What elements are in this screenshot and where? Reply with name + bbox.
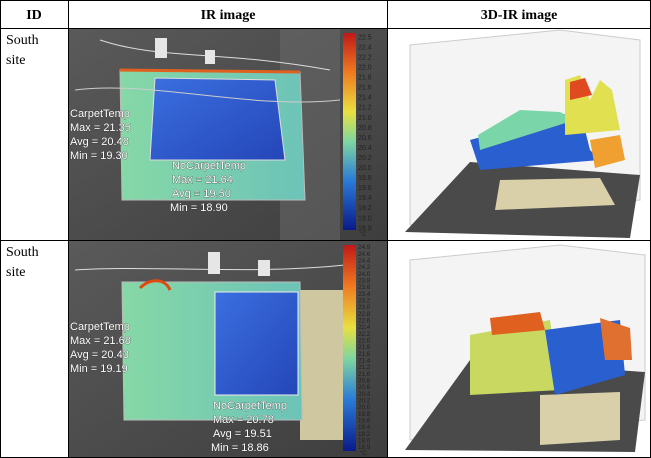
colorbar-label: 21.4 xyxy=(358,95,372,102)
overlay-label: Min = 19.30 xyxy=(70,150,128,162)
colorbar-unit: °C xyxy=(360,451,367,457)
colorbar-label: 20.4 xyxy=(358,145,372,152)
colorbar-label: 19.8 xyxy=(358,175,372,182)
colorbar-unit: °C xyxy=(360,232,367,238)
colorbar-label: 19.6 xyxy=(358,185,372,192)
overlay-label: Min = 18.86 xyxy=(211,442,269,454)
table: ID IR image 3D-IR image Southsite CarpetT… xyxy=(0,0,651,458)
overlay-label: CarpetTemp xyxy=(70,321,130,333)
colorbar-label: 20.6 xyxy=(358,135,372,142)
colorbar-label: 20.8 xyxy=(358,125,372,132)
colorbar-label: 19.2 xyxy=(358,205,372,212)
colorbar-label: 22.5 xyxy=(358,34,372,41)
overlay-label: Min = 18.90 xyxy=(170,202,228,214)
colorbar-label: 21.8 xyxy=(358,75,372,82)
colorbar-label: 21.0 xyxy=(358,115,372,122)
header-cell: ID xyxy=(26,8,42,23)
colorbar-label: 20.0 xyxy=(358,165,372,172)
page: ID IR image 3D-IR image Southsite CarpetT… xyxy=(0,0,651,458)
colorbar-label: 22.2 xyxy=(358,54,372,61)
overlay-label: NoCarpetTemp xyxy=(172,160,246,172)
overlay-label: Avg = 20.48 xyxy=(70,136,129,148)
3d-ir-image xyxy=(388,29,650,240)
header-cell: 3D-IR image xyxy=(481,8,558,23)
overlay-label: Max = 20.78 xyxy=(213,414,274,426)
colorbar-label: 19.0 xyxy=(358,215,372,222)
colorbar-label: 21.2 xyxy=(358,105,372,112)
colorbar-label: 20.2 xyxy=(358,155,372,162)
overlay-label: CarpetTemp xyxy=(70,108,130,120)
ir-image xyxy=(69,29,387,240)
colorbar-label: 19.4 xyxy=(358,195,372,202)
header-cell: IR image xyxy=(201,8,256,23)
overlay-label: NoCarpetTemp xyxy=(213,400,287,412)
overlay-label: Avg = 19.51 xyxy=(213,428,272,440)
colorbar-label: 22.0 xyxy=(358,64,372,71)
overlay-label: Min = 19.19 xyxy=(70,363,128,375)
overlay-label: Max = 21.68 xyxy=(70,335,131,347)
overlay-label: Max = 21.35 xyxy=(70,122,131,134)
colorbar-label: 22.4 xyxy=(358,44,372,51)
overlay-label: Max = 21.64 xyxy=(172,174,233,186)
colorbar-label: 21.6 xyxy=(358,85,372,92)
overlay-label: Avg = 20.43 xyxy=(70,349,129,361)
3d-ir-image xyxy=(388,241,650,458)
overlay-label: Avg = 19.50 xyxy=(172,188,231,200)
